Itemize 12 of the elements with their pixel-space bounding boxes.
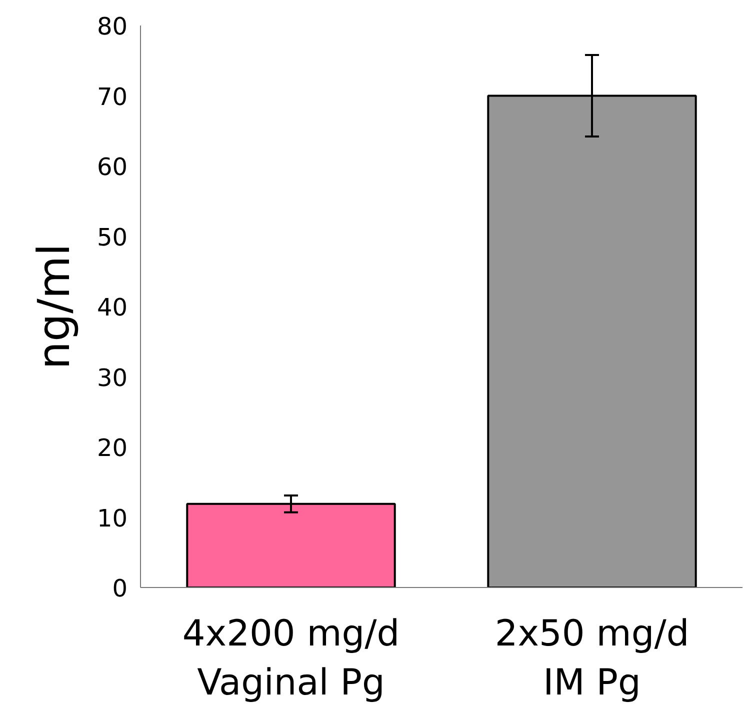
y-tick-label: 20 [96, 434, 128, 462]
x-tick-label: 4x200 mg/d Vaginal Pg [182, 614, 400, 704]
y-tick-label: 70 [96, 82, 128, 111]
y-tick-label: 60 [96, 153, 128, 181]
y-tick-label: 80 [96, 12, 128, 40]
x-tick-label: 2x50 mg/d IM Pg [494, 614, 690, 704]
y-tick-label: 30 [96, 364, 128, 392]
y-tick-label: 0 [112, 574, 128, 602]
y-tick-label: 10 [96, 504, 128, 532]
y-tick-label: 40 [96, 294, 128, 322]
y-tick-label: 50 [96, 223, 128, 252]
y-axis-title: ng/ml [28, 244, 80, 370]
